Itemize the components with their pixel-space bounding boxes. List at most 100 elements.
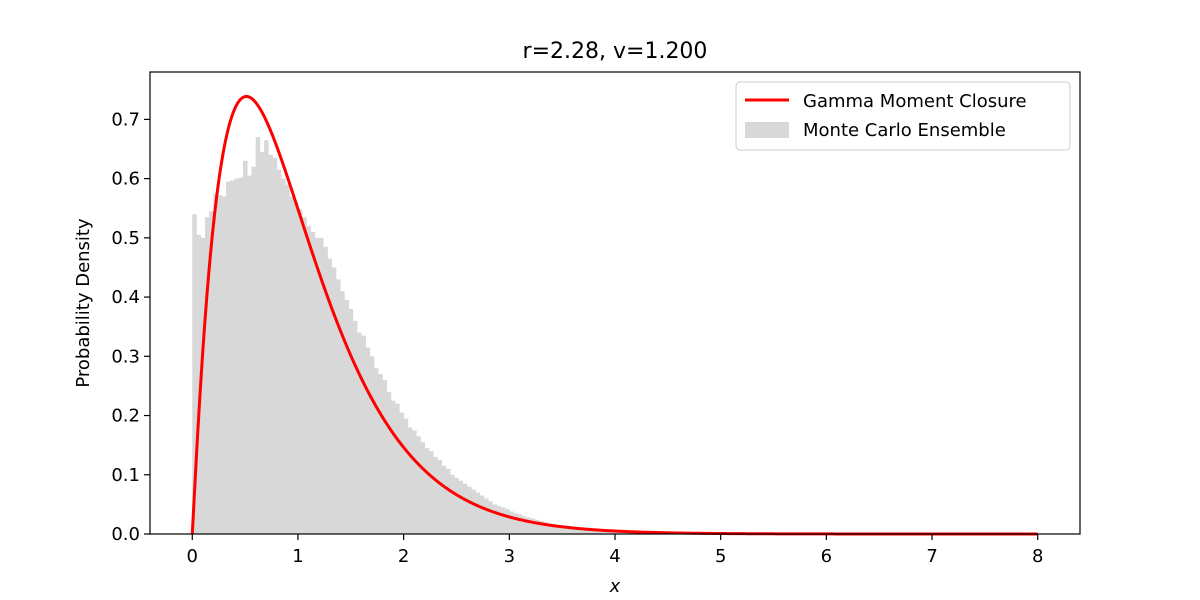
y-tick-label: 0.3 (111, 346, 140, 367)
histogram-bar (589, 528, 595, 534)
histogram-bar (331, 267, 337, 534)
histogram-bar (192, 214, 197, 534)
histogram-bar (289, 196, 295, 534)
histogram-bar (285, 184, 290, 535)
histogram-bar (323, 246, 328, 534)
histogram-bar (395, 403, 400, 534)
histogram-bar (581, 528, 586, 534)
histogram-bar (272, 157, 278, 534)
histogram-bar (572, 527, 578, 534)
histogram-bar (268, 154, 273, 534)
legend-patch-swatch (745, 122, 789, 138)
histogram-bar (386, 391, 392, 534)
histogram-bar (297, 209, 303, 534)
histogram-bar (310, 231, 316, 534)
histogram-bar (517, 514, 523, 534)
histogram-bar (420, 442, 426, 534)
histogram-bar (429, 451, 434, 534)
histogram-bar (259, 151, 265, 534)
histogram-bar (213, 193, 218, 534)
histogram-bar (264, 140, 269, 534)
histogram-bar (509, 511, 514, 534)
histogram-bar (496, 506, 502, 534)
x-tick-label: 7 (926, 546, 937, 567)
histogram-bar (407, 427, 413, 534)
histogram-bar (462, 483, 468, 534)
histogram-bar (564, 526, 569, 534)
x-tick-label: 6 (821, 546, 832, 567)
histogram-bar (483, 498, 489, 534)
histogram-bar (555, 525, 561, 534)
x-tick-label: 4 (609, 546, 620, 567)
histogram-bar (378, 374, 383, 534)
histogram-bar (560, 525, 565, 534)
histogram-bar (526, 517, 531, 534)
x-tick-label: 8 (1032, 546, 1043, 567)
histogram-bar (369, 356, 375, 534)
histogram-bar (200, 237, 206, 534)
y-axis-label: Probability Density (73, 218, 94, 388)
histogram-bar (348, 308, 354, 534)
histogram-bar (217, 195, 223, 534)
histogram-bar (281, 178, 286, 534)
histogram-bar (357, 332, 362, 534)
histogram-bar (234, 178, 240, 534)
histogram-bar (276, 169, 282, 534)
y-tick-label: 0.5 (111, 228, 140, 249)
y-tick-label: 0.0 (111, 524, 140, 545)
histogram-bar (344, 300, 349, 534)
legend: Gamma Moment Closure Monte Carlo Ensembl… (735, 81, 1071, 151)
histogram-bar (319, 237, 324, 534)
histogram-bar (204, 217, 210, 534)
x-tick-label: 5 (715, 546, 726, 567)
y-tick-label: 0.1 (111, 465, 140, 486)
histogram-bar (505, 509, 510, 534)
histogram-bar (568, 526, 574, 534)
x-axis-ticks: 0 1 2 3 4 5 6 7 8 (187, 534, 1043, 567)
histogram-bar (302, 217, 307, 534)
x-axis-label: x (609, 576, 621, 597)
histogram-bar (538, 520, 544, 534)
legend-box (735, 81, 1071, 151)
histogram-bar (467, 486, 472, 534)
histogram-bar (293, 202, 299, 535)
x-tick-label: 2 (398, 546, 409, 567)
histogram-bar (445, 468, 451, 534)
histogram-bar (365, 347, 371, 534)
histogram-bar (247, 175, 252, 534)
histogram-bar (314, 237, 320, 534)
histogram-bar (479, 495, 485, 534)
histogram-bar (306, 226, 311, 534)
histogram-bar (500, 507, 506, 534)
histogram-bar (593, 529, 599, 534)
x-tick-label: 0 (187, 546, 198, 567)
histogram-bar (551, 523, 557, 534)
histogram-bar (534, 519, 540, 534)
histogram-bar (255, 137, 261, 534)
histogram-bar (390, 400, 396, 534)
histogram-bar (454, 477, 459, 534)
histogram-bar (412, 430, 417, 534)
histogram-bar (352, 320, 358, 534)
histogram-bar (226, 181, 231, 535)
histogram-bar (403, 418, 409, 534)
histogram-bar (585, 528, 590, 534)
histogram-bar (361, 335, 366, 534)
histogram-bar (598, 529, 603, 534)
histogram-bar (475, 492, 481, 534)
histogram-bar (576, 528, 582, 534)
histogram-bar (522, 516, 527, 534)
chart-title: r=2.28, v=1.200 (523, 39, 708, 64)
histogram-bar (374, 368, 379, 534)
histogram-bar (251, 166, 256, 534)
histogram-bar (340, 291, 345, 534)
y-tick-label: 0.4 (111, 287, 140, 308)
histogram-bar (471, 489, 476, 534)
histogram-bar (416, 436, 421, 534)
histogram-bar (209, 211, 214, 534)
histogram-bars (192, 137, 700, 535)
histogram-bar (450, 474, 455, 534)
histogram-bar (458, 480, 464, 534)
y-tick-label: 0.7 (111, 109, 140, 130)
